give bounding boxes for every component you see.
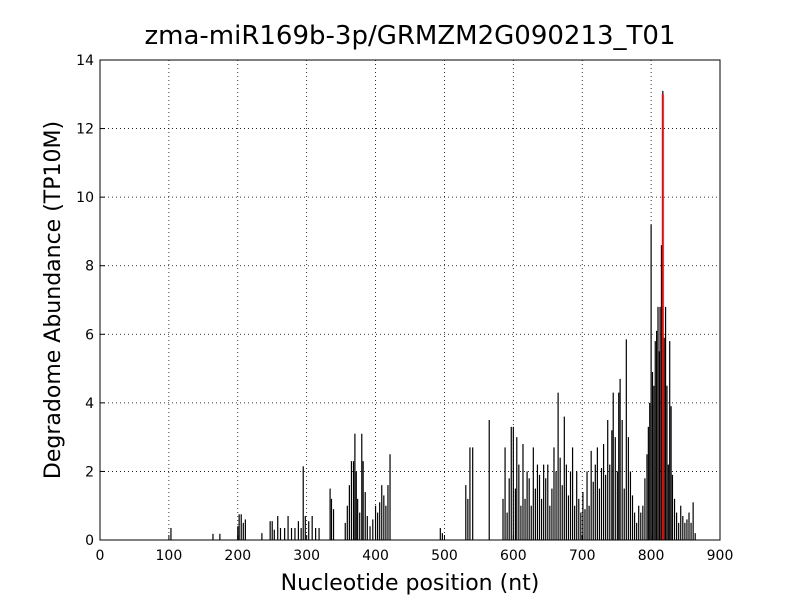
y-tick-label: 12 [76, 122, 94, 138]
chart-title: zma-miR169b-3p/GRMZM2G090213_T01 [144, 21, 675, 51]
x-tick-label: 700 [569, 548, 596, 564]
x-axis-label: Nucleotide position (nt) [281, 571, 540, 596]
x-tick-label: 200 [224, 548, 251, 564]
y-tick-label: 8 [85, 259, 94, 275]
x-tick-label: 300 [293, 548, 320, 564]
x-tick-label: 400 [362, 548, 389, 564]
x-tick-label: 900 [707, 548, 734, 564]
x-tick-label: 800 [638, 548, 665, 564]
y-tick-label: 2 [85, 464, 94, 480]
y-tick-label: 14 [76, 53, 94, 69]
y-tick-label: 4 [85, 396, 94, 412]
y-tick-label: 0 [85, 533, 94, 549]
y-tick-label: 10 [76, 190, 94, 206]
x-tick-label: 500 [431, 548, 458, 564]
x-tick-label: 600 [500, 548, 527, 564]
x-tick-label: 0 [96, 548, 105, 564]
y-tick-label: 6 [85, 327, 94, 343]
plot-frame [99, 59, 721, 541]
y-axis-label: Degradome Abundance (TP10M) [41, 121, 66, 479]
x-tick-label: 100 [156, 548, 183, 564]
